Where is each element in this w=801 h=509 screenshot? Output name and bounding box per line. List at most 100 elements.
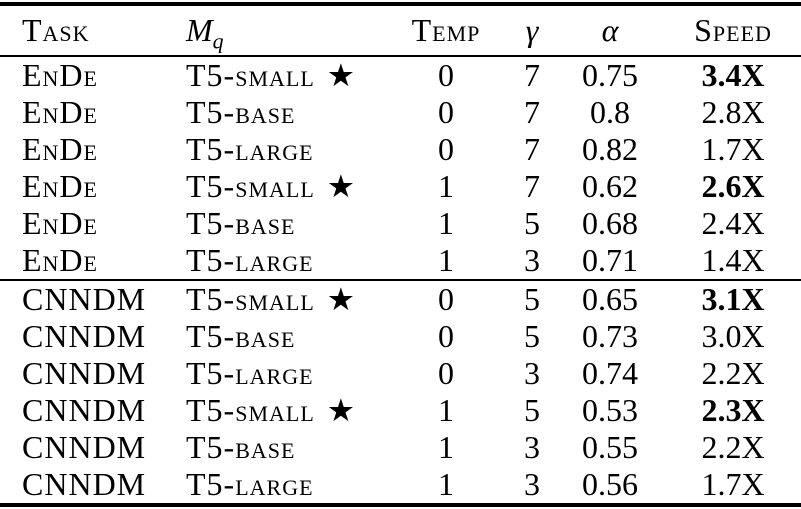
- star-icon: ★: [326, 282, 355, 317]
- temp-cell: 1: [438, 242, 454, 278]
- gamma-cell: 7: [524, 168, 540, 204]
- group-cnndm: CNNDM T5-small ★ 0 5 0.65 3.1X CNNDM T5-b…: [0, 279, 801, 505]
- model-cell: T5-large: [186, 355, 314, 391]
- task-cell: CNNDM: [22, 466, 147, 502]
- mq-header-label: Mq: [186, 12, 224, 54]
- model-cell: T5-small ★: [186, 168, 355, 204]
- speed-cell: 3.4X: [701, 57, 765, 93]
- gamma-cell: 3: [524, 466, 540, 502]
- alpha-header-label: α: [601, 12, 619, 48]
- task-cell: CNNDM: [22, 318, 147, 354]
- group-ende: EnDe T5-small ★ 0 7 0.75 3.4X EnDe T5-bas…: [0, 56, 801, 280]
- temp-cell: 1: [438, 392, 454, 428]
- temp-cell: 0: [438, 131, 454, 167]
- alpha-cell: 0.68: [582, 205, 638, 241]
- temp-cell: 0: [405, 279, 487, 318]
- gamma-cell: 5: [524, 205, 540, 241]
- alpha-cell: 0.73: [582, 318, 638, 354]
- gamma-cell: 7: [524, 57, 540, 93]
- task-cell: EnDe: [22, 57, 98, 93]
- model-cell: T5-base: [186, 429, 296, 465]
- speed-cell: 3.1X: [643, 279, 801, 318]
- speed-cell: 2.8X: [701, 94, 765, 130]
- speed-cell: 2.2X: [701, 429, 765, 465]
- alpha-cell: 0.53: [582, 392, 638, 428]
- table-row: CNNDM T5-large 1 3 0.56 1.7X: [0, 466, 801, 505]
- model-cell: T5-base: [186, 205, 296, 241]
- alpha-cell: 0.55: [582, 429, 638, 465]
- model-cell: T5-large: [186, 131, 314, 167]
- speed-cell: 1.7X: [701, 131, 765, 167]
- header-row: Task Mq Temp γ α Speed: [0, 4, 801, 57]
- model-cell: T5-large: [186, 466, 314, 502]
- star-icon: ★: [326, 58, 355, 93]
- alpha-cell: 0.8: [590, 94, 630, 130]
- table-row: EnDe T5-small ★ 1 7 0.62 2.6X: [0, 168, 801, 205]
- gamma-cell: 3: [524, 242, 540, 278]
- gamma-header-label: γ: [525, 12, 539, 48]
- column-header-task: Task: [0, 4, 182, 57]
- column-header-gamma: γ: [487, 4, 577, 57]
- table-row: CNNDM T5-large 0 3 0.74 2.2X: [0, 355, 801, 392]
- gamma-cell: 7: [524, 131, 540, 167]
- temp-cell: 0: [438, 318, 454, 354]
- column-header-alpha: α: [577, 4, 643, 57]
- table-row: CNNDM T5-base 0 5 0.73 3.0X: [0, 318, 801, 355]
- task-cell: CNNDM: [22, 392, 147, 428]
- table-row: EnDe T5-small ★ 0 7 0.75 3.4X: [0, 56, 801, 94]
- table-row: EnDe T5-large 0 7 0.82 1.7X: [0, 131, 801, 168]
- gamma-cell: 5: [524, 392, 540, 428]
- model-cell: T5-small ★: [182, 279, 405, 318]
- speed-cell: 2.2X: [701, 355, 765, 391]
- speed-cell: 2.6X: [701, 168, 765, 204]
- model-cell: T5-small ★: [186, 57, 355, 93]
- star-icon: ★: [326, 393, 355, 428]
- alpha-cell: 0.71: [582, 242, 638, 278]
- temp-cell: 1: [438, 168, 454, 204]
- alpha-cell: 0.62: [582, 168, 638, 204]
- gamma-cell: 3: [524, 429, 540, 465]
- alpha-cell: 0.82: [582, 131, 638, 167]
- table-row: EnDe T5-base 0 7 0.8 2.8X: [0, 94, 801, 131]
- temp-cell: 0: [438, 57, 454, 93]
- speed-header-label: Speed: [694, 12, 772, 48]
- model-cell: T5-base: [186, 94, 296, 130]
- speed-cell: 1.4X: [701, 242, 765, 278]
- alpha-cell: 0.74: [582, 355, 638, 391]
- gamma-cell: 5: [487, 279, 577, 318]
- task-cell: EnDe: [22, 205, 98, 241]
- task-cell: EnDe: [22, 94, 98, 130]
- alpha-cell: 0.75: [582, 57, 638, 93]
- alpha-cell: 0.65: [577, 279, 643, 318]
- table-header: Task Mq Temp γ α Speed: [0, 4, 801, 57]
- temp-cell: 1: [438, 205, 454, 241]
- task-header-label: Task: [22, 12, 90, 48]
- model-cell: T5-base: [186, 318, 296, 354]
- table-row: CNNDM T5-small ★ 0 5 0.65 3.1X: [0, 279, 801, 318]
- temp-cell: 0: [438, 94, 454, 130]
- speed-cell: 2.4X: [701, 205, 765, 241]
- task-cell: CNNDM: [22, 429, 147, 465]
- table-row: EnDe T5-large 1 3 0.71 1.4X: [0, 242, 801, 280]
- task-cell: CNNDM: [22, 355, 147, 391]
- model-cell: T5-small ★: [186, 392, 355, 428]
- column-header-temp: Temp: [405, 4, 487, 57]
- gamma-cell: 3: [524, 355, 540, 391]
- temp-header-label: Temp: [411, 12, 481, 48]
- task-cell: CNNDM: [0, 279, 182, 318]
- alpha-cell: 0.56: [582, 466, 638, 502]
- speed-cell: 1.7X: [701, 466, 765, 502]
- table-row: CNNDM T5-base 1 3 0.55 2.2X: [0, 429, 801, 466]
- column-header-speed: Speed: [643, 4, 801, 57]
- column-header-mq: Mq: [182, 4, 405, 57]
- speed-cell: 3.0X: [701, 318, 765, 354]
- table-row: CNNDM T5-small ★ 1 5 0.53 2.3X: [0, 392, 801, 429]
- task-cell: EnDe: [22, 168, 98, 204]
- model-cell: T5-large: [186, 242, 314, 278]
- temp-cell: 1: [438, 429, 454, 465]
- temp-cell: 1: [438, 466, 454, 502]
- task-cell: EnDe: [22, 131, 98, 167]
- temp-cell: 0: [438, 355, 454, 391]
